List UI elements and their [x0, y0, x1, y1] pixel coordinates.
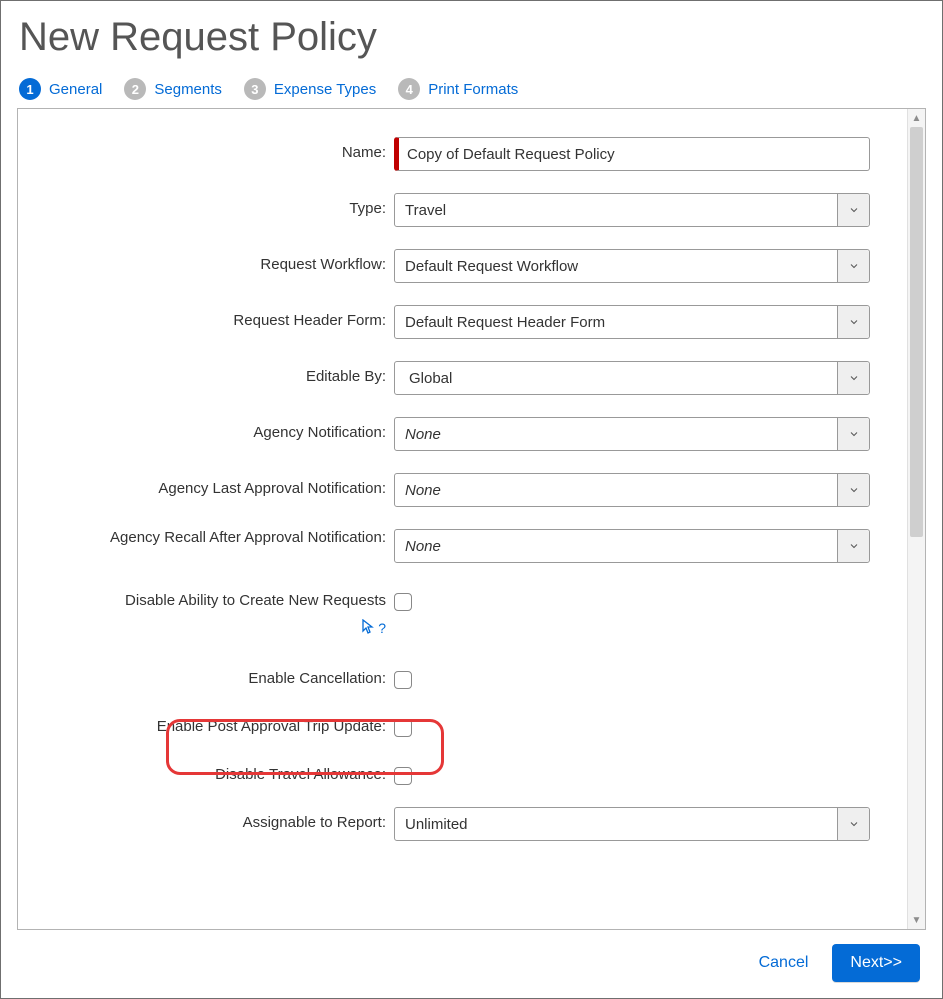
agency-notif-select[interactable]: None [394, 417, 870, 451]
help-cursor-icon: ? [38, 619, 386, 637]
chevron-down-icon[interactable] [837, 530, 869, 562]
step-label: Expense Types [274, 81, 376, 98]
label-name: Name: [38, 137, 394, 161]
header-form-select[interactable]: Default Request Header Form [394, 305, 870, 339]
step-general[interactable]: 1 General [19, 78, 102, 100]
label-agency-recall-notif: Agency Recall After Approval Notificatio… [38, 529, 394, 546]
agency-recall-notif-value: None [395, 538, 837, 555]
label-header-form: Request Header Form: [38, 305, 394, 329]
name-input[interactable] [394, 137, 870, 171]
row-agency-notif: Agency Notification: None [38, 417, 887, 451]
label-assignable: Assignable to Report: [38, 807, 394, 831]
scrollbar[interactable]: ▲ ▼ [907, 109, 925, 929]
type-select[interactable]: Travel [394, 193, 870, 227]
workflow-select[interactable]: Default Request Workflow [394, 249, 870, 283]
row-editable-by: Editable By: Global [38, 361, 887, 395]
scrollbar-thumb[interactable] [910, 127, 923, 537]
form-panel: Name: Type: Travel Request Workf [17, 108, 926, 930]
step-print-formats[interactable]: 4 Print Formats [398, 78, 518, 100]
row-disable-allowance: Disable Travel Allowance: [38, 759, 887, 785]
enable-post-update-checkbox[interactable] [394, 719, 412, 737]
label-type: Type: [38, 193, 394, 217]
row-agency-recall-notif: Agency Recall After Approval Notificatio… [38, 529, 887, 563]
chevron-down-icon[interactable] [837, 194, 869, 226]
agency-last-notif-value: None [395, 482, 837, 499]
scroll-down-icon[interactable]: ▼ [908, 911, 925, 929]
label-enable-post-update: Enable Post Approval Trip Update: [38, 711, 394, 735]
row-type: Type: Travel [38, 193, 887, 227]
chevron-down-icon[interactable] [837, 474, 869, 506]
label-disable-allowance: Disable Travel Allowance: [38, 759, 394, 783]
next-button[interactable]: Next>> [832, 944, 920, 982]
label-agency-notif: Agency Notification: [38, 417, 394, 441]
row-enable-post-update: Enable Post Approval Trip Update: [38, 711, 887, 737]
footer: Cancel Next>> [17, 944, 926, 982]
chevron-down-icon[interactable] [837, 250, 869, 282]
form-scroll: Name: Type: Travel Request Workf [18, 109, 907, 929]
page-title: New Request Policy [19, 15, 926, 60]
step-badge: 2 [124, 78, 146, 100]
chevron-down-icon[interactable] [837, 808, 869, 840]
label-editable-by: Editable By: [38, 361, 394, 385]
label-agency-last-notif: Agency Last Approval Notification: [38, 473, 394, 497]
row-enable-cancel: Enable Cancellation: [38, 663, 887, 689]
row-header-form: Request Header Form: Default Request Hea… [38, 305, 887, 339]
label-workflow: Request Workflow: [38, 249, 394, 273]
label-disable-new: Disable Ability to Create New Requests [38, 585, 394, 609]
agency-recall-notif-select[interactable]: None [394, 529, 870, 563]
editable-by-value: Global [399, 370, 837, 387]
cancel-button[interactable]: Cancel [755, 946, 813, 980]
wizard-steps: 1 General 2 Segments 3 Expense Types 4 P… [19, 78, 926, 100]
step-expense-types[interactable]: 3 Expense Types [244, 78, 376, 100]
chevron-down-icon[interactable] [837, 418, 869, 450]
step-badge: 3 [244, 78, 266, 100]
assignable-value: Unlimited [395, 816, 837, 833]
label-enable-cancel: Enable Cancellation: [38, 663, 394, 687]
step-label: General [49, 81, 102, 98]
agency-last-notif-select[interactable]: None [394, 473, 870, 507]
disable-allowance-checkbox[interactable] [394, 767, 412, 785]
type-value: Travel [395, 202, 837, 219]
disable-new-checkbox[interactable] [394, 593, 412, 611]
chevron-down-icon[interactable] [837, 306, 869, 338]
agency-notif-value: None [395, 426, 837, 443]
step-badge: 1 [19, 78, 41, 100]
step-label: Segments [154, 81, 222, 98]
enable-cancel-checkbox[interactable] [394, 671, 412, 689]
chevron-down-icon[interactable] [837, 362, 869, 394]
assignable-select[interactable]: Unlimited [394, 807, 870, 841]
row-disable-new: Disable Ability to Create New Requests [38, 585, 887, 611]
row-name: Name: [38, 137, 887, 171]
help-q: ? [378, 620, 386, 636]
editable-by-select[interactable]: Global [394, 361, 870, 395]
row-workflow: Request Workflow: Default Request Workfl… [38, 249, 887, 283]
workflow-value: Default Request Workflow [395, 258, 837, 275]
row-agency-last-notif: Agency Last Approval Notification: None [38, 473, 887, 507]
step-badge: 4 [398, 78, 420, 100]
row-assignable: Assignable to Report: Unlimited [38, 807, 887, 841]
step-label: Print Formats [428, 81, 518, 98]
header-form-value: Default Request Header Form [395, 314, 837, 331]
scroll-up-icon[interactable]: ▲ [908, 109, 925, 127]
step-segments[interactable]: 2 Segments [124, 78, 222, 100]
